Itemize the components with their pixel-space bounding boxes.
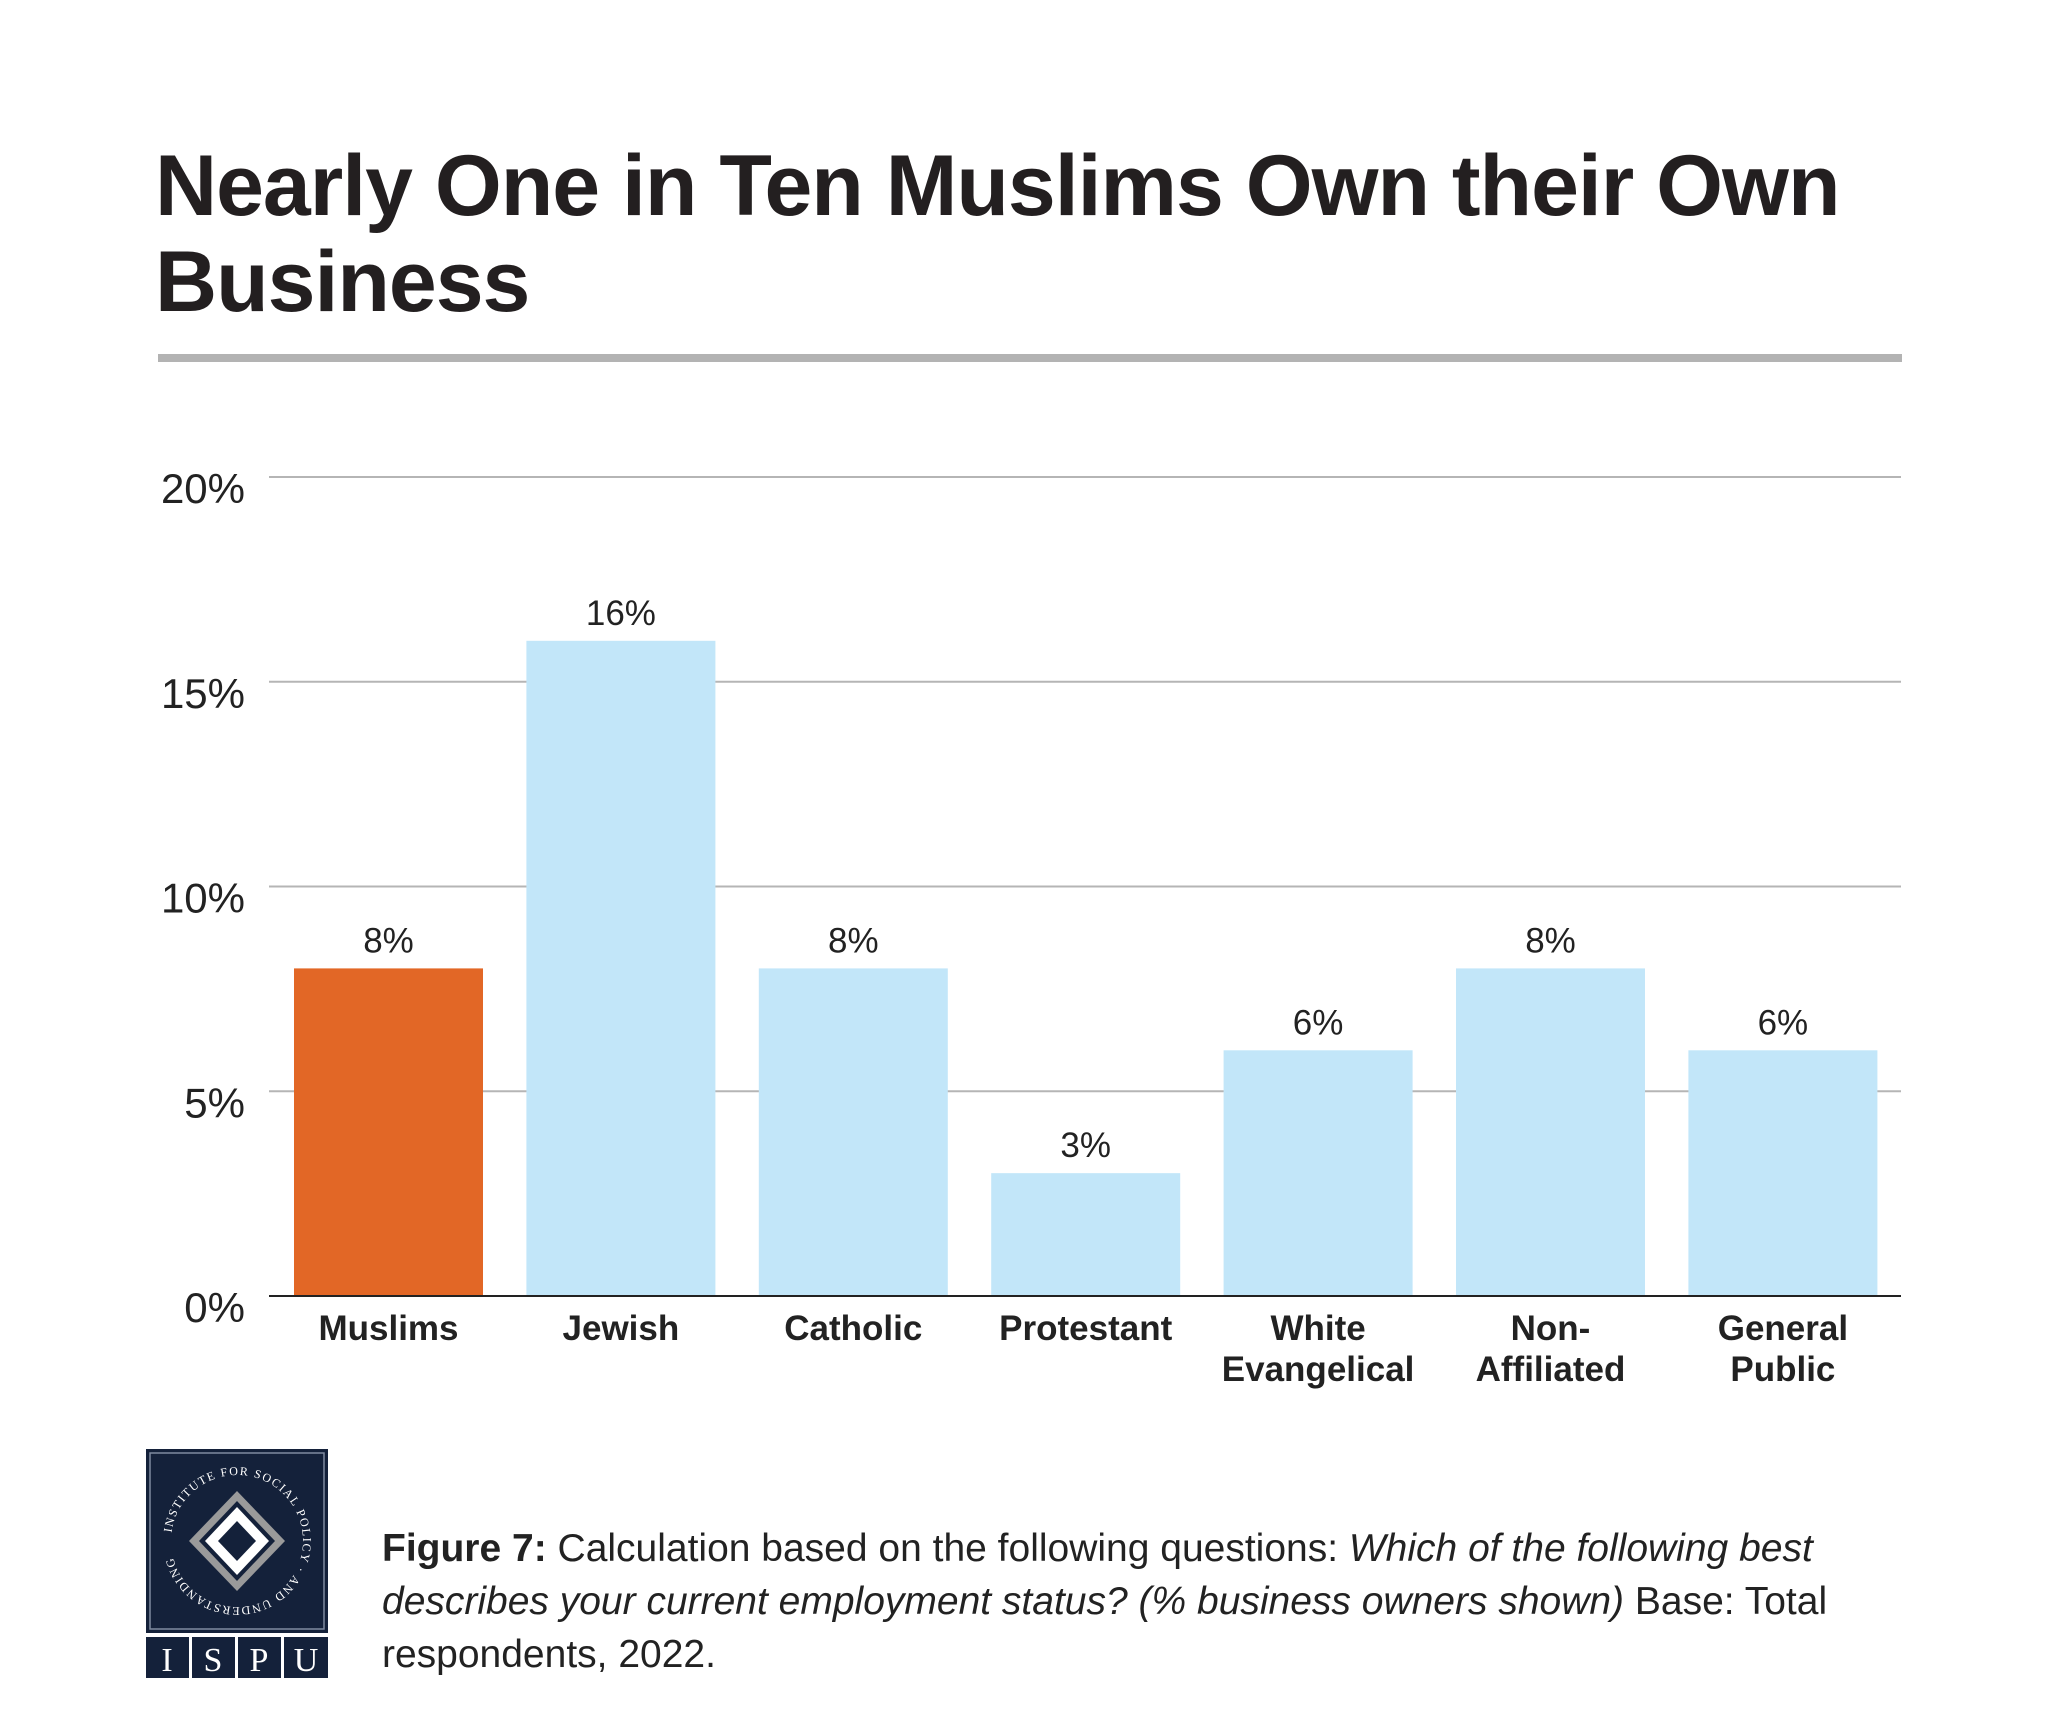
x-category-label: Muslims (318, 1309, 458, 1348)
bar-chart: 0% 5% 10% 15% 20% 8% Muslims 16% Jewish 8% Catholi… (161, 465, 1901, 1389)
title-divider (158, 354, 1902, 362)
bar-white-evangelical (1223, 1050, 1413, 1296)
svg-text:I: I (161, 1642, 172, 1678)
caption-base: Base: Total respondents, 2022. (382, 1580, 1828, 1676)
data-label: 8% (828, 921, 879, 960)
data-label: 6% (1293, 1003, 1344, 1042)
data-label: 8% (1525, 921, 1576, 960)
data-label: 6% (1758, 1003, 1809, 1042)
bar-non-affiliated (1456, 968, 1645, 1296)
data-label: 16% (586, 594, 656, 633)
x-category-label: Jewish (563, 1309, 680, 1348)
x-category-label: Non- (1511, 1309, 1591, 1348)
y-tick-label: 0% (184, 1284, 245, 1331)
y-tick-label: 20% (161, 465, 245, 512)
data-label: 3% (1060, 1126, 1111, 1165)
svg-text:U: U (294, 1642, 319, 1678)
y-tick-label: 15% (161, 670, 245, 717)
ispu-logo: INSTITUTE FOR SOCIAL POLICY · AND UNDERS… (146, 1449, 328, 1678)
x-category-label: Affiliated (1476, 1350, 1626, 1389)
y-tick-label: 10% (161, 875, 245, 922)
bar-general-public (1688, 1050, 1878, 1296)
svg-text:S: S (204, 1642, 223, 1678)
x-category-label: Evangelical (1222, 1350, 1415, 1389)
x-category-label: Catholic (784, 1309, 922, 1348)
bar-catholic (758, 968, 948, 1296)
caption-label: Figure 7: (382, 1527, 547, 1570)
caption-text: Calculation based on the following quest… (546, 1527, 1349, 1570)
bar-jewish (526, 640, 716, 1296)
y-tick-label: 5% (184, 1079, 245, 1126)
x-category-label: Protestant (999, 1309, 1172, 1348)
x-category-label: White (1270, 1309, 1365, 1348)
x-category-label: General (1718, 1309, 1848, 1348)
bar-protestant (991, 1173, 1181, 1296)
data-label: 8% (363, 921, 414, 960)
bar-muslims (294, 968, 483, 1296)
caption-question: Which of the following best describes yo… (382, 1527, 1813, 1623)
svg-text:P: P (250, 1642, 269, 1678)
figure-caption: Figure 7: Calculation based on the follo… (382, 1522, 1942, 1681)
x-category-label: Public (1730, 1350, 1835, 1389)
chart-title: Nearly One in Ten Muslims Own their Own … (155, 138, 1841, 330)
